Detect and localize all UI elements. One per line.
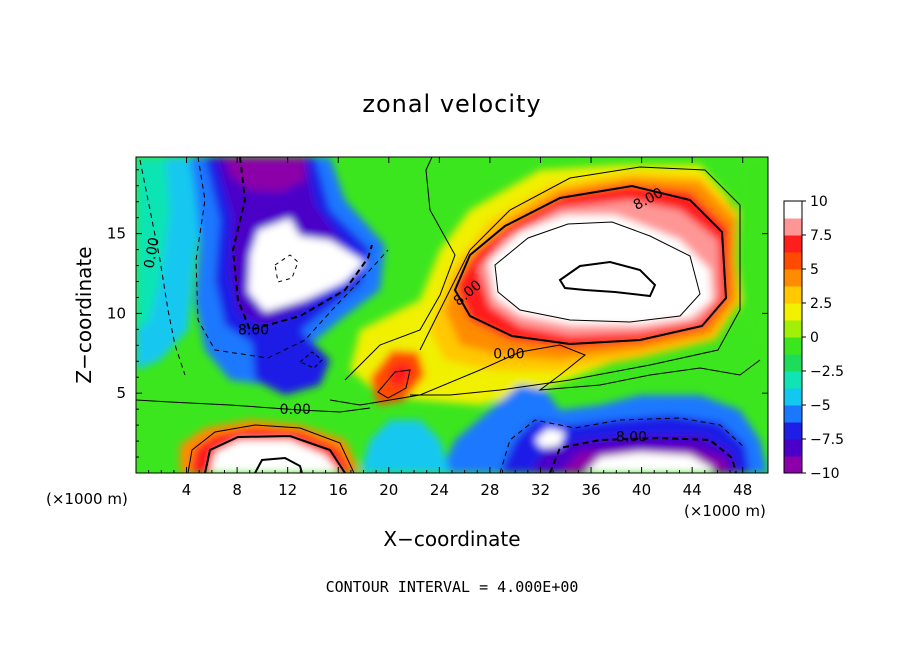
x-tick-label: 20 <box>379 481 398 499</box>
region-west-cyan-strip <box>136 157 170 330</box>
colorbar-tick-label: −7.5 <box>810 432 844 448</box>
field-regions <box>136 157 768 473</box>
region-east-edge <box>735 157 768 360</box>
y-axis-label: Z−coordinate <box>72 246 96 383</box>
colorbar-tick-label: −5 <box>810 398 831 414</box>
colorbar-swatch <box>784 269 802 287</box>
contour-interval-note: CONTOUR INTERVAL = 4.000E+00 <box>326 578 579 596</box>
colorbar-tick-label: −2.5 <box>810 364 844 380</box>
colorbar-tick-label: 2.5 <box>810 296 832 312</box>
colorbar-swatch <box>784 371 802 389</box>
contour-center-0b <box>329 344 761 406</box>
contour-ne-16 <box>558 260 657 298</box>
region-nw-core <box>248 218 365 312</box>
contour-nw-neg4 <box>195 157 389 359</box>
x-axis-label: X−coordinate <box>383 527 520 551</box>
x-axis-ticks: 4 8 12 16 20 24 28 32 36 40 44 48 <box>148 157 756 499</box>
region-small-pos-core <box>388 362 412 388</box>
region-se-cyan <box>360 420 450 473</box>
contour-sw-core <box>254 456 303 473</box>
contour-center-0 <box>344 157 456 381</box>
x-unit-label-right: (×1000 m) <box>684 502 766 520</box>
colorbar-tick-label: 10 <box>810 194 828 210</box>
contour-west-0 <box>139 159 186 376</box>
x-tick-label: 24 <box>430 481 449 499</box>
colorbar-swatch <box>784 354 802 372</box>
region-top-purple <box>225 157 305 192</box>
x-tick-label: 12 <box>278 481 297 499</box>
x-tick-label: 8 <box>232 481 242 499</box>
x-tick-label: 44 <box>683 481 702 499</box>
contour-label: 0.00 <box>280 402 311 418</box>
contour-ne-12 <box>494 221 701 323</box>
contour-small-pos <box>377 369 411 399</box>
x-tick-label: 48 <box>733 481 752 499</box>
contour-sw-jet-8 <box>204 434 346 473</box>
region-small-neg-cell <box>535 428 565 448</box>
colorbar-swatch <box>784 422 802 440</box>
colorbar-swatch <box>784 201 802 219</box>
colorbar-swatch <box>784 405 802 423</box>
contour-label-text: 0.00 <box>142 236 163 269</box>
x-tick-label: 4 <box>182 481 192 499</box>
x-tick-label: 28 <box>480 481 499 499</box>
contour-label-text: 8.00 <box>238 322 269 338</box>
x-tick-label: 36 <box>581 481 600 499</box>
colorbar-swatch <box>784 252 802 270</box>
y-tick-label: 5 <box>116 384 126 402</box>
y-axis-ticks: 5 10 15 <box>107 169 768 458</box>
colorbar-swatch <box>784 218 802 236</box>
contour-label: 8.00 <box>238 322 269 338</box>
colorbar-swatch <box>784 439 802 457</box>
colorbar-swatch <box>784 286 802 304</box>
contour-west-0b <box>136 399 371 413</box>
chart-title: zonal velocity <box>362 90 541 118</box>
x-unit-label-left: (×1000 m) <box>46 490 128 508</box>
contour-label: 0.00 <box>493 346 524 362</box>
colorbar-swatch <box>784 320 802 338</box>
contour-label-text: 0.00 <box>493 346 524 362</box>
region-mid-blue <box>250 320 330 395</box>
contour-lines <box>136 157 761 473</box>
colorbar-tick-label: 5 <box>810 262 819 278</box>
y-tick-label: 10 <box>107 304 126 322</box>
x-tick-label: 16 <box>329 481 348 499</box>
colorbar-swatch <box>784 303 802 321</box>
contour-sw-jet-4 <box>187 424 355 473</box>
region-ne-core <box>488 215 712 325</box>
contour-ne-4 <box>410 166 741 396</box>
colorbar-tick-label: −10 <box>810 466 840 482</box>
x-tick-label: 40 <box>632 481 651 499</box>
colorbar-swatch <box>784 337 802 355</box>
contour-label: 8.00 <box>616 429 647 445</box>
plot-area: 8.000.008.008.000.000.008.00 4 8 12 16 20 24 2… <box>107 156 769 499</box>
contour-ne-8 <box>453 184 728 346</box>
contour-label-text: 0.00 <box>280 402 311 418</box>
colorbar: 10 7.5 5 2.5 0 −2.5 −5 −7.5 −10 <box>783 194 844 482</box>
contour-label: 0.00 <box>142 236 163 269</box>
colorbar-swatch <box>784 235 802 253</box>
contour-label-text: 8.00 <box>616 429 647 445</box>
contour-small-neg <box>299 351 323 369</box>
colorbar-tick-label: 7.5 <box>810 228 832 244</box>
y-tick-label: 15 <box>107 225 126 243</box>
region-se-core <box>585 452 712 473</box>
contour-se-neg4 <box>499 417 746 473</box>
colorbar-swatch <box>784 388 802 406</box>
colorbar-tick-label: 0 <box>810 330 819 346</box>
x-tick-label: 32 <box>531 481 550 499</box>
colorbar-swatch <box>784 456 802 474</box>
contour-nw-neg8 <box>231 157 373 332</box>
region-sw-jet-core <box>210 440 340 473</box>
